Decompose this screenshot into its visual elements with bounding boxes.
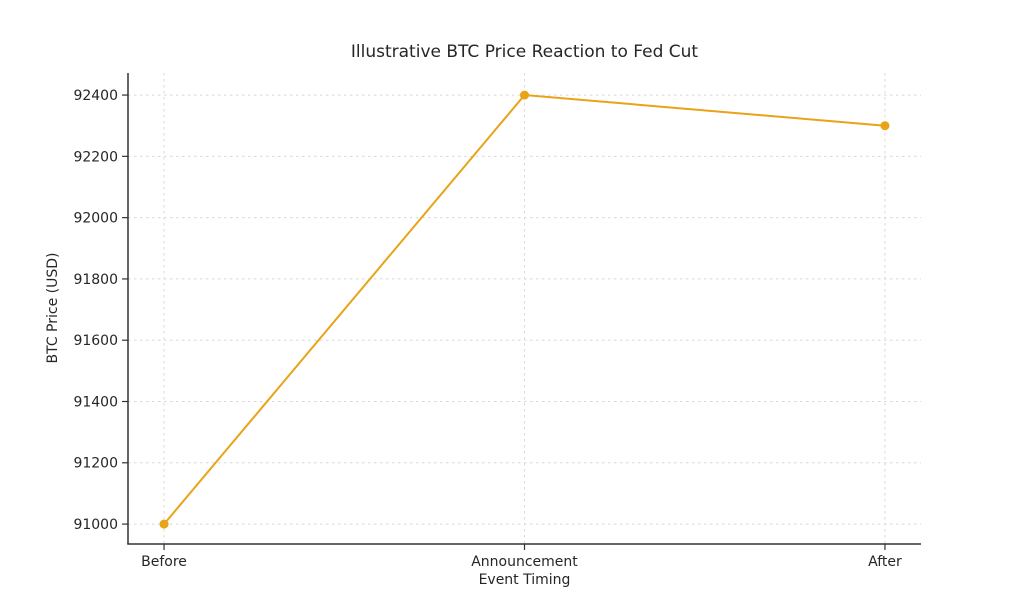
chart-title: Illustrative BTC Price Reaction to Fed C…: [350, 42, 699, 62]
data-point-after: [880, 121, 890, 131]
y-tick-label: 91200: [73, 456, 118, 472]
data-point-announcement: [520, 90, 529, 100]
x-tick-label: Announcement: [471, 554, 578, 570]
y-tick-label: 91600: [73, 333, 118, 349]
y-tick-label: 91000: [73, 517, 118, 533]
y-tick-label: 92200: [73, 149, 118, 165]
y-tick-label: 92400: [73, 88, 118, 104]
data-point-before: [159, 519, 169, 529]
x-axis-label: Event Timing: [478, 572, 571, 588]
y-tick-label: 91400: [73, 394, 118, 410]
x-tick-label: Before: [141, 554, 187, 570]
x-tick-label: After: [868, 554, 902, 570]
y-tick-label: 91800: [73, 272, 118, 288]
y-tick-label: 92000: [73, 211, 118, 227]
